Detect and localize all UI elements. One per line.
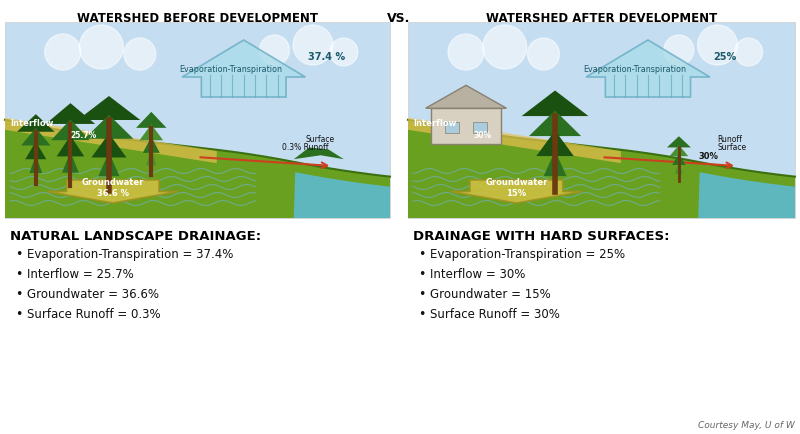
Polygon shape	[294, 148, 344, 159]
Text: •: •	[418, 268, 426, 281]
Polygon shape	[522, 90, 589, 116]
FancyBboxPatch shape	[408, 22, 795, 218]
Polygon shape	[408, 120, 795, 218]
Text: Surface: Surface	[718, 143, 746, 152]
Polygon shape	[529, 111, 581, 136]
Polygon shape	[47, 180, 178, 203]
Text: Interflow = 30%: Interflow = 30%	[430, 268, 526, 281]
Polygon shape	[667, 136, 691, 148]
Text: Interflow: Interflow	[10, 119, 54, 128]
Text: Evaporation-Transpiration = 37.4%: Evaporation-Transpiration = 37.4%	[27, 248, 234, 261]
Polygon shape	[51, 119, 90, 140]
Text: Evaporation-Transpiration = 25%: Evaporation-Transpiration = 25%	[430, 248, 625, 261]
Circle shape	[734, 38, 762, 66]
Polygon shape	[5, 118, 217, 163]
Text: 30%: 30%	[474, 132, 492, 140]
Text: •: •	[15, 308, 22, 321]
Circle shape	[79, 25, 123, 69]
Polygon shape	[26, 141, 46, 159]
Polygon shape	[46, 103, 95, 124]
Text: WATERSHED BEFORE DEVELOPMENT: WATERSHED BEFORE DEVELOPMENT	[77, 12, 318, 25]
Circle shape	[293, 25, 333, 65]
Text: Groundwater = 36.6%: Groundwater = 36.6%	[27, 288, 159, 301]
Polygon shape	[408, 118, 621, 163]
Polygon shape	[182, 40, 306, 97]
Text: 0.3% Runoff: 0.3% Runoff	[282, 143, 329, 152]
Polygon shape	[142, 137, 160, 153]
Circle shape	[259, 35, 290, 65]
Polygon shape	[136, 112, 166, 128]
Text: •: •	[418, 288, 426, 301]
Polygon shape	[62, 152, 79, 173]
Text: Groundwater
15%: Groundwater 15%	[485, 178, 547, 198]
Text: Runoff: Runoff	[718, 135, 742, 144]
FancyBboxPatch shape	[5, 22, 390, 218]
Text: Evaporation-Transpiration: Evaporation-Transpiration	[179, 66, 282, 75]
Polygon shape	[675, 162, 683, 174]
Text: Surface Runoff = 0.3%: Surface Runoff = 0.3%	[27, 308, 161, 321]
Circle shape	[124, 38, 156, 70]
Polygon shape	[536, 131, 574, 156]
Text: •: •	[418, 248, 426, 261]
Polygon shape	[30, 155, 42, 173]
Text: DRAINAGE WITH HARD SURFACES:: DRAINAGE WITH HARD SURFACES:	[413, 230, 670, 243]
Polygon shape	[57, 135, 84, 156]
Text: Groundwater = 15%: Groundwater = 15%	[430, 288, 550, 301]
Circle shape	[664, 35, 694, 65]
Text: Surface Runoff = 30%: Surface Runoff = 30%	[430, 308, 560, 321]
Text: Courtesy May, U of W: Courtesy May, U of W	[698, 421, 795, 430]
Polygon shape	[586, 40, 710, 97]
Text: •: •	[15, 288, 22, 301]
Polygon shape	[672, 154, 686, 165]
Polygon shape	[544, 151, 566, 176]
Text: NATURAL LANDSCAPE DRAINAGE:: NATURAL LANDSCAPE DRAINAGE:	[10, 230, 261, 243]
Text: Surface: Surface	[306, 135, 334, 144]
Polygon shape	[78, 96, 140, 120]
FancyBboxPatch shape	[431, 108, 501, 144]
Polygon shape	[294, 172, 390, 218]
Circle shape	[330, 38, 358, 66]
Text: WATERSHED AFTER DEVELOPMENT: WATERSHED AFTER DEVELOPMENT	[486, 12, 717, 25]
Polygon shape	[5, 130, 390, 218]
Text: 37.4 %: 37.4 %	[308, 52, 346, 62]
Polygon shape	[426, 85, 506, 108]
Polygon shape	[5, 120, 390, 218]
Circle shape	[527, 38, 559, 70]
Text: 30%: 30%	[698, 152, 718, 161]
Circle shape	[45, 34, 81, 70]
Text: 25%: 25%	[713, 52, 736, 62]
Polygon shape	[98, 152, 120, 176]
Polygon shape	[408, 130, 795, 218]
Polygon shape	[698, 172, 795, 218]
Circle shape	[448, 34, 484, 70]
Text: •: •	[418, 308, 426, 321]
Polygon shape	[139, 124, 163, 140]
Text: Groundwater
36.6 %: Groundwater 36.6 %	[82, 178, 144, 198]
Text: Evaporation-Transpiration: Evaporation-Transpiration	[583, 66, 686, 75]
FancyBboxPatch shape	[473, 122, 487, 133]
Text: Interflow: Interflow	[413, 119, 456, 128]
Text: 25.7%: 25.7%	[70, 132, 97, 140]
Text: VS.: VS.	[387, 12, 410, 25]
Polygon shape	[85, 115, 134, 139]
Polygon shape	[450, 180, 582, 203]
Polygon shape	[91, 134, 126, 158]
Polygon shape	[146, 149, 157, 165]
Text: Interflow = 25.7%: Interflow = 25.7%	[27, 268, 134, 281]
FancyBboxPatch shape	[445, 122, 459, 133]
Text: •: •	[15, 248, 22, 261]
Polygon shape	[21, 128, 50, 145]
Polygon shape	[670, 145, 688, 156]
Circle shape	[482, 25, 526, 69]
Text: •: •	[15, 268, 22, 281]
Circle shape	[698, 25, 738, 65]
Polygon shape	[17, 114, 54, 132]
